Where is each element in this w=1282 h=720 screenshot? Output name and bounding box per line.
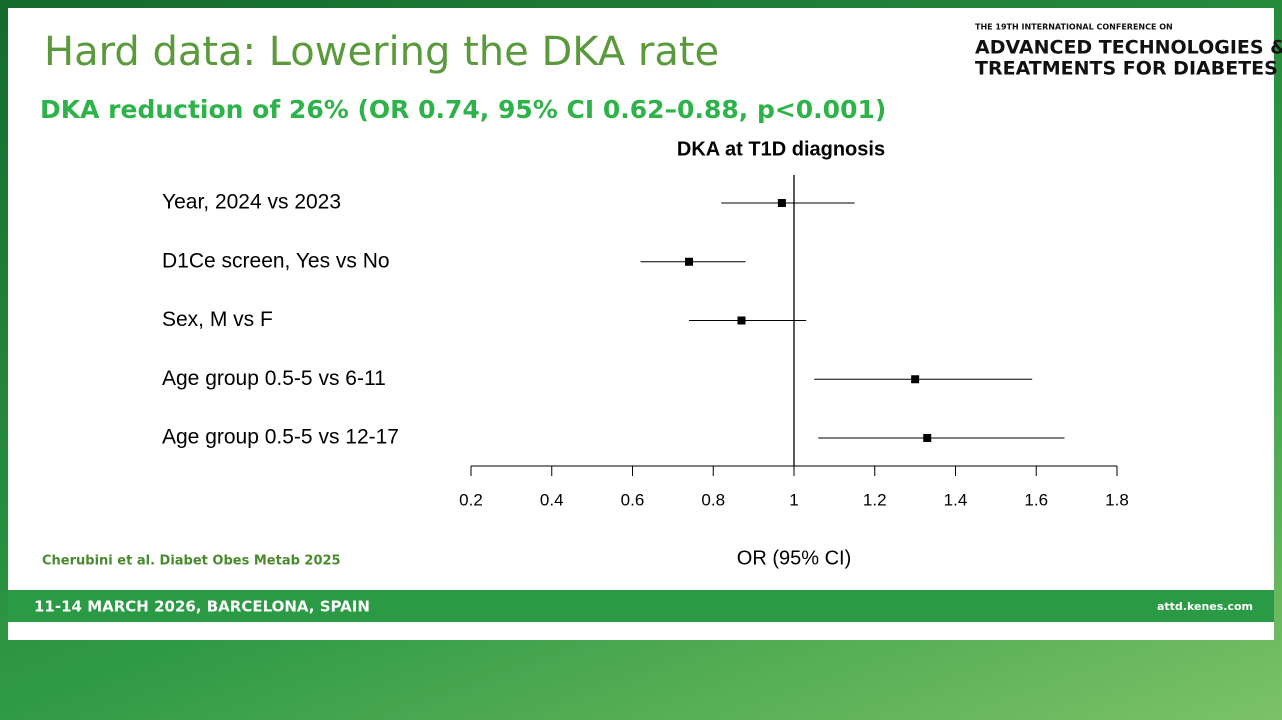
x-tick-label: 0.4 (540, 490, 564, 509)
slide (8, 8, 1274, 640)
logo-line: ADVANCED TECHNOLOGIES & (975, 37, 1282, 59)
x-tick-label: 1.8 (1105, 490, 1129, 509)
footer-dates: 11-14 MARCH 2026, BARCELONA, SPAIN (34, 598, 370, 616)
citation: Cherubini et al. Diabet Obes Metab 2025 (42, 554, 341, 569)
chart-title: DKA at T1D diagnosis (677, 138, 885, 160)
slide-title: Hard data: Lowering the DKA rate (44, 29, 719, 75)
row-label: Age group 0.5-5 vs 12-17 (162, 426, 399, 449)
point-estimate (923, 434, 932, 442)
point-estimate (685, 257, 694, 266)
x-tick-label: 1.6 (1024, 490, 1048, 509)
logo-line: THE 19TH INTERNATIONAL CONFERENCE ON (975, 23, 1173, 32)
slide-subtitle: DKA reduction of 26% (OR 0.74, 95% CI 0.… (40, 95, 886, 124)
footer-band (8, 590, 1274, 622)
row-label: Age group 0.5-5 vs 6-11 (162, 367, 386, 390)
logo-line: TREATMENTS FOR DIABETES (975, 58, 1278, 80)
x-axis-label: OR (95% CI) (737, 547, 851, 569)
row-label: D1Ce screen, Yes vs No (162, 249, 390, 272)
footer-website: attd.kenes.com (1157, 600, 1253, 613)
row-label: Year, 2024 vs 2023 (162, 191, 341, 214)
point-estimate (911, 375, 920, 384)
x-tick-label: 0.2 (459, 490, 483, 509)
x-tick-label: 0.8 (701, 490, 725, 509)
row-label: Sex, M vs F (162, 308, 273, 331)
point-estimate (777, 199, 786, 207)
x-tick-label: 1.2 (863, 490, 887, 509)
x-tick-label: 0.6 (621, 490, 645, 509)
point-estimate (737, 316, 746, 325)
x-tick-label: 1.4 (944, 490, 968, 509)
x-tick-label: 1 (789, 490, 798, 509)
